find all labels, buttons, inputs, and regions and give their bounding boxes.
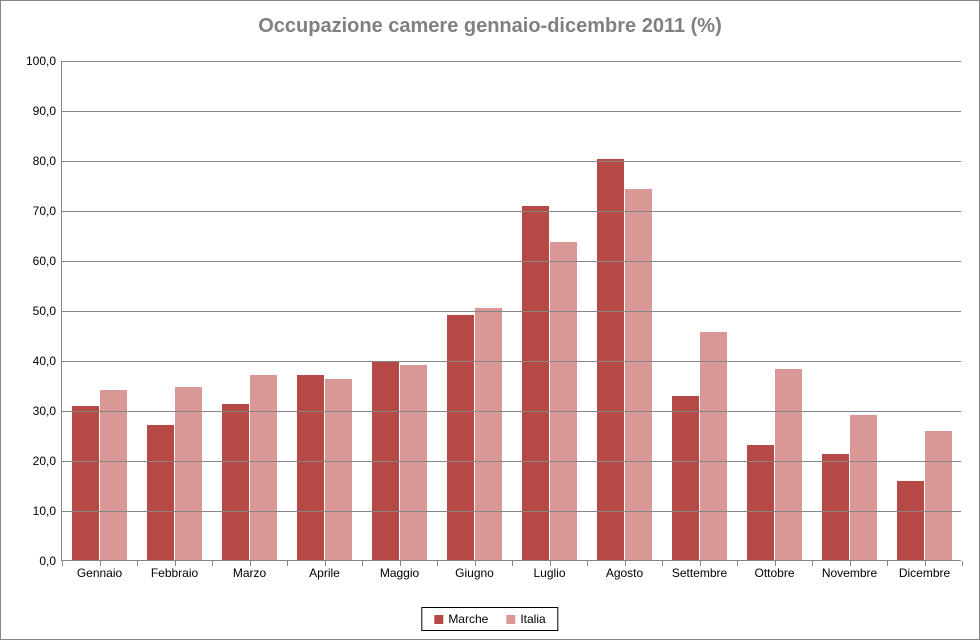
y-axis-tick-label: 10,0 (16, 504, 56, 518)
legend-item: Marche (434, 612, 488, 626)
bar-marche (447, 315, 474, 560)
legend-swatch (506, 615, 515, 624)
x-axis-tick-label: Maggio (380, 566, 419, 580)
legend-label: Marche (448, 612, 488, 626)
x-axis-tick-label: Aprile (309, 566, 340, 580)
x-tick-mark (287, 561, 288, 566)
x-tick-mark (137, 561, 138, 566)
y-axis-tick-label: 70,0 (16, 204, 56, 218)
y-axis-tick-label: 80,0 (16, 154, 56, 168)
legend-label: Italia (520, 612, 545, 626)
bar-marche (822, 454, 849, 560)
bar-italia (175, 387, 202, 561)
bar-italia (550, 242, 577, 561)
x-tick-mark (737, 561, 738, 566)
bar-italia (250, 375, 277, 560)
x-axis-tick-label: Settembre (672, 566, 727, 580)
legend-swatch (434, 615, 443, 624)
bar-marche (747, 445, 774, 560)
x-tick-mark (362, 561, 363, 566)
x-tick-mark (812, 561, 813, 566)
x-tick-mark (512, 561, 513, 566)
bar-italia (850, 415, 877, 560)
gridline (62, 261, 961, 262)
gridline (62, 111, 961, 112)
bar-marche (897, 481, 924, 560)
legend: Marche Italia (421, 607, 558, 631)
y-axis-tick-label: 30,0 (16, 404, 56, 418)
chart-title: Occupazione camere gennaio-dicembre 2011… (1, 1, 979, 38)
x-tick-mark (662, 561, 663, 566)
x-tick-mark (212, 561, 213, 566)
bar-italia (400, 365, 427, 560)
x-axis-tick-label: Luglio (533, 566, 565, 580)
x-axis-tick-label: Febbraio (151, 566, 198, 580)
x-tick-mark (437, 561, 438, 566)
bar-italia (625, 189, 652, 561)
bar-marche (672, 396, 699, 560)
gridline (62, 361, 961, 362)
y-axis-tick-label: 90,0 (16, 104, 56, 118)
y-axis-tick-label: 20,0 (16, 454, 56, 468)
bar-marche (72, 406, 99, 560)
x-axis-tick-label: Marzo (233, 566, 266, 580)
y-axis-tick-label: 50,0 (16, 304, 56, 318)
gridline (62, 61, 961, 62)
bar-marche (522, 206, 549, 560)
x-tick-mark (962, 561, 963, 566)
chart-container: Occupazione camere gennaio-dicembre 2011… (0, 0, 980, 640)
y-axis-tick-label: 60,0 (16, 254, 56, 268)
x-axis-tick-label: Dicembre (899, 566, 950, 580)
x-tick-mark (587, 561, 588, 566)
x-axis-tick-label: Agosto (606, 566, 643, 580)
y-axis-tick-label: 0,0 (16, 554, 56, 568)
gridline (62, 161, 961, 162)
legend-item: Italia (506, 612, 545, 626)
bar-marche (597, 159, 624, 561)
x-axis-tick-label: Giugno (455, 566, 494, 580)
bar-marche (297, 375, 324, 560)
gridline (62, 211, 961, 212)
gridline (62, 511, 961, 512)
gridline (62, 461, 961, 462)
gridline (62, 311, 961, 312)
x-tick-mark (887, 561, 888, 566)
x-axis-tick-label: Gennaio (77, 566, 122, 580)
bar-italia (475, 308, 502, 561)
bar-italia (925, 431, 952, 560)
bar-italia (325, 379, 352, 561)
plot-area: 0,010,020,030,040,050,060,070,080,090,01… (61, 61, 961, 561)
x-axis-tick-label: Novembre (822, 566, 877, 580)
bar-italia (775, 369, 802, 561)
x-axis-tick-label: Ottobre (754, 566, 794, 580)
bar-marche (147, 425, 174, 560)
y-axis-tick-label: 40,0 (16, 354, 56, 368)
x-tick-mark (62, 561, 63, 566)
bar-marche (222, 404, 249, 561)
gridline (62, 411, 961, 412)
bar-italia (100, 390, 127, 560)
y-axis-tick-label: 100,0 (16, 54, 56, 68)
bar-italia (700, 332, 727, 561)
